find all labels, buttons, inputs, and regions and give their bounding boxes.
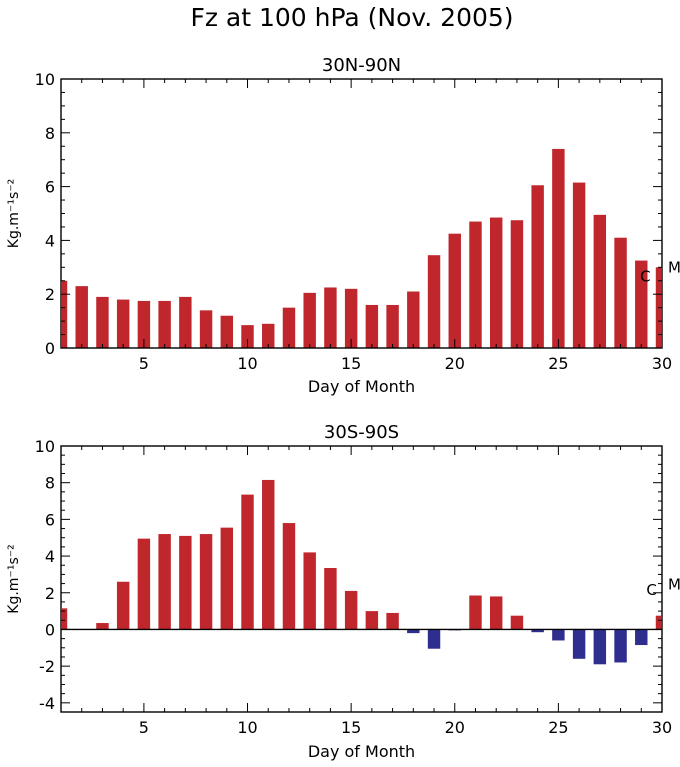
bar-day-20 — [448, 233, 461, 348]
annotation-m: M — [668, 258, 680, 276]
bar-day-19 — [427, 629, 441, 649]
bar-day-11 — [262, 479, 275, 630]
bar-day-9 — [220, 527, 234, 630]
bar-day-5 — [137, 538, 151, 630]
bar-day-8 — [199, 310, 213, 348]
bar-day-28 — [614, 629, 627, 663]
plot-frame — [60, 445, 663, 713]
y-tick-label: 0 — [45, 620, 55, 639]
bar-day-5 — [137, 300, 151, 348]
figure-title: Fz at 100 hPa (Nov. 2005) — [190, 3, 513, 32]
bar-day-21 — [469, 221, 482, 348]
bar-day-24 — [531, 185, 544, 348]
x-axis-label: Day of Month — [308, 742, 415, 761]
bar-day-28 — [614, 237, 627, 348]
y-tick-label: 6 — [45, 178, 55, 197]
bar-day-25 — [552, 629, 565, 641]
x-tick-label: 25 — [548, 354, 568, 373]
bar-day-30 — [655, 615, 661, 630]
annotation-c: C — [640, 268, 650, 286]
bar-day-10 — [241, 325, 254, 348]
bar-day-26 — [572, 629, 586, 659]
x-tick-label: 20 — [445, 354, 465, 373]
bar-day-16 — [365, 611, 379, 630]
bar-day-7 — [179, 535, 192, 630]
bar-day-12 — [282, 307, 296, 348]
y-axis-label: Kg.m⁻¹s⁻² — [6, 544, 22, 613]
bar-day-23 — [510, 615, 524, 630]
bar-day-18 — [407, 291, 420, 348]
bar-day-27 — [593, 214, 607, 348]
bar-day-6 — [158, 534, 171, 630]
x-tick-label: 20 — [445, 718, 465, 737]
x-tick-label: 15 — [341, 718, 361, 737]
x-tick-label: 10 — [237, 718, 257, 737]
y-tick-label: 4 — [45, 547, 55, 566]
bar-day-22 — [489, 596, 503, 630]
annotation-c: C — [646, 581, 656, 599]
x-tick-label: 5 — [139, 354, 149, 373]
bar-day-22 — [489, 217, 503, 348]
x-tick-label: 15 — [341, 354, 361, 373]
bar-day-24 — [531, 629, 544, 633]
y-tick-label: 6 — [45, 510, 55, 529]
y-tick-label: 10 — [35, 70, 55, 89]
x-tick-label: 30 — [652, 718, 672, 737]
bar-day-21 — [469, 595, 482, 630]
bar-day-10 — [241, 494, 254, 630]
bar-day-8 — [199, 534, 213, 630]
bar-day-29 — [635, 629, 648, 646]
x-tick-label: 10 — [237, 354, 257, 373]
y-tick-label: 10 — [35, 437, 55, 456]
bar-day-15 — [344, 590, 358, 630]
bar-day-19 — [427, 255, 441, 348]
bar-day-4 — [116, 581, 130, 630]
y-tick-label: -2 — [39, 657, 55, 676]
bar-day-25 — [552, 148, 565, 348]
bar-day-14 — [324, 567, 337, 630]
y-tick-label: 4 — [45, 231, 55, 250]
chart-panel-north: 30N-90N 5 10 15 20 25 30 0 2 4 6 8 10 Day of Month Kg.… — [6, 55, 680, 396]
bar-day-3 — [96, 623, 109, 630]
bar-day-18 — [407, 629, 420, 634]
bar-day-1 — [62, 280, 68, 348]
y-tick-label: -4 — [39, 694, 55, 713]
x-axis-label: Day of Month — [308, 377, 415, 396]
bar-day-11 — [262, 323, 275, 348]
x-tick-label: 25 — [548, 718, 568, 737]
panel-title: 30S-90S — [324, 422, 399, 443]
x-tick-label: 5 — [139, 718, 149, 737]
y-tick-label: 8 — [45, 474, 55, 493]
y-tick-label: 2 — [45, 285, 55, 304]
panel-title: 30N-90N — [322, 55, 401, 76]
bar-day-3 — [96, 296, 109, 348]
bar-day-27 — [593, 629, 607, 665]
bar-day-14 — [324, 287, 337, 348]
x-tick-label: 30 — [652, 354, 672, 373]
bar-day-1 — [62, 608, 68, 630]
bar-day-7 — [179, 296, 192, 348]
bar-day-16 — [365, 304, 379, 348]
bar-day-17 — [386, 612, 399, 630]
plot-frame — [60, 78, 663, 349]
y-tick-label: 2 — [45, 584, 55, 603]
bar-day-15 — [344, 288, 358, 348]
bar-day-29 — [635, 260, 648, 348]
bar-day-17 — [386, 304, 399, 348]
bar-day-26 — [572, 182, 586, 348]
bar-day-23 — [510, 220, 524, 348]
bar-day-9 — [220, 315, 234, 348]
y-tick-label: 8 — [45, 124, 55, 143]
bar-day-2 — [75, 286, 88, 348]
bar-day-13 — [303, 552, 316, 630]
bar-day-13 — [303, 292, 316, 348]
chart-panel-south: 30S-90S 5 10 15 20 25 30 -4 -2 0 2 4 6 8 10 Day of Mont… — [6, 422, 680, 761]
y-tick-label: 0 — [45, 339, 55, 358]
annotation-m: M — [668, 576, 680, 594]
bar-day-6 — [158, 300, 171, 348]
y-axis-label: Kg.m⁻¹s⁻² — [6, 179, 22, 248]
bar-day-4 — [116, 299, 130, 348]
bar-day-12 — [282, 523, 296, 630]
